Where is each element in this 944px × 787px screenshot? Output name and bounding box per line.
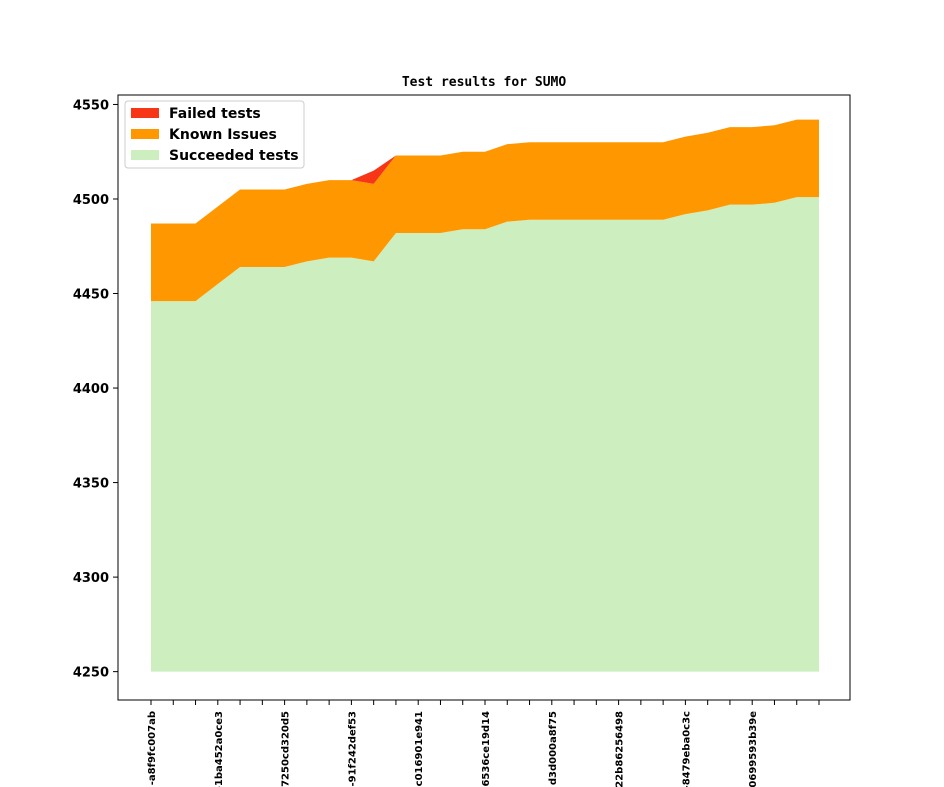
chart-title: Test results for SUMO [402,75,567,90]
legend-swatch [131,129,159,139]
y-tick-label: 4550 [73,98,109,113]
x-tick-label: -1ba452a0ce3 [214,711,225,787]
legend-box [124,100,305,169]
legend-swatch [131,150,159,160]
legend-label: Succeeded tests [169,148,299,164]
legend-label: Known Issues [169,127,277,143]
legend-label: Failed tests [169,106,261,122]
y-tick-label: 4400 [73,382,109,397]
legend-swatch [131,108,159,118]
x-tick-label: 22b86256498 [615,711,626,787]
area-succeeded-tests [151,197,819,672]
legend-items: Failed tests Known Issues Succeeded tests [131,106,299,164]
x-tick-label: 7250cd320d5 [281,711,292,787]
x-axis: -a8f9fc007ab -1ba452a0ce3 7250cd320d5 -91f2… [147,700,820,787]
x-tick-label: -91f242def53 [347,711,358,787]
y-tick-label: 4500 [73,193,109,208]
x-tick-label: 6536ce19d14 [481,711,492,787]
x-tick-label: -8479eba0c3c [681,711,692,787]
area-known-issues [151,119,819,302]
plot-frame [117,94,851,701]
y-tick-label: 4300 [73,571,109,586]
y-tick-label: 4450 [73,288,109,303]
x-tick-label: 0699593b39e [748,711,759,787]
area-layers [151,119,819,672]
y-tick-label: 4250 [73,666,109,681]
y-tick-label: 4350 [73,477,109,492]
x-tick-label: c016901e941 [414,711,425,786]
x-tick-label: d3d000a8f75 [548,711,559,785]
x-tick-label: -a8f9fc007ab [147,711,158,785]
y-axis: 4250 4300 4350 4400 4450 4500 4550 [73,98,118,681]
legend: Failed tests Known Issues Succeeded tests [124,100,305,169]
